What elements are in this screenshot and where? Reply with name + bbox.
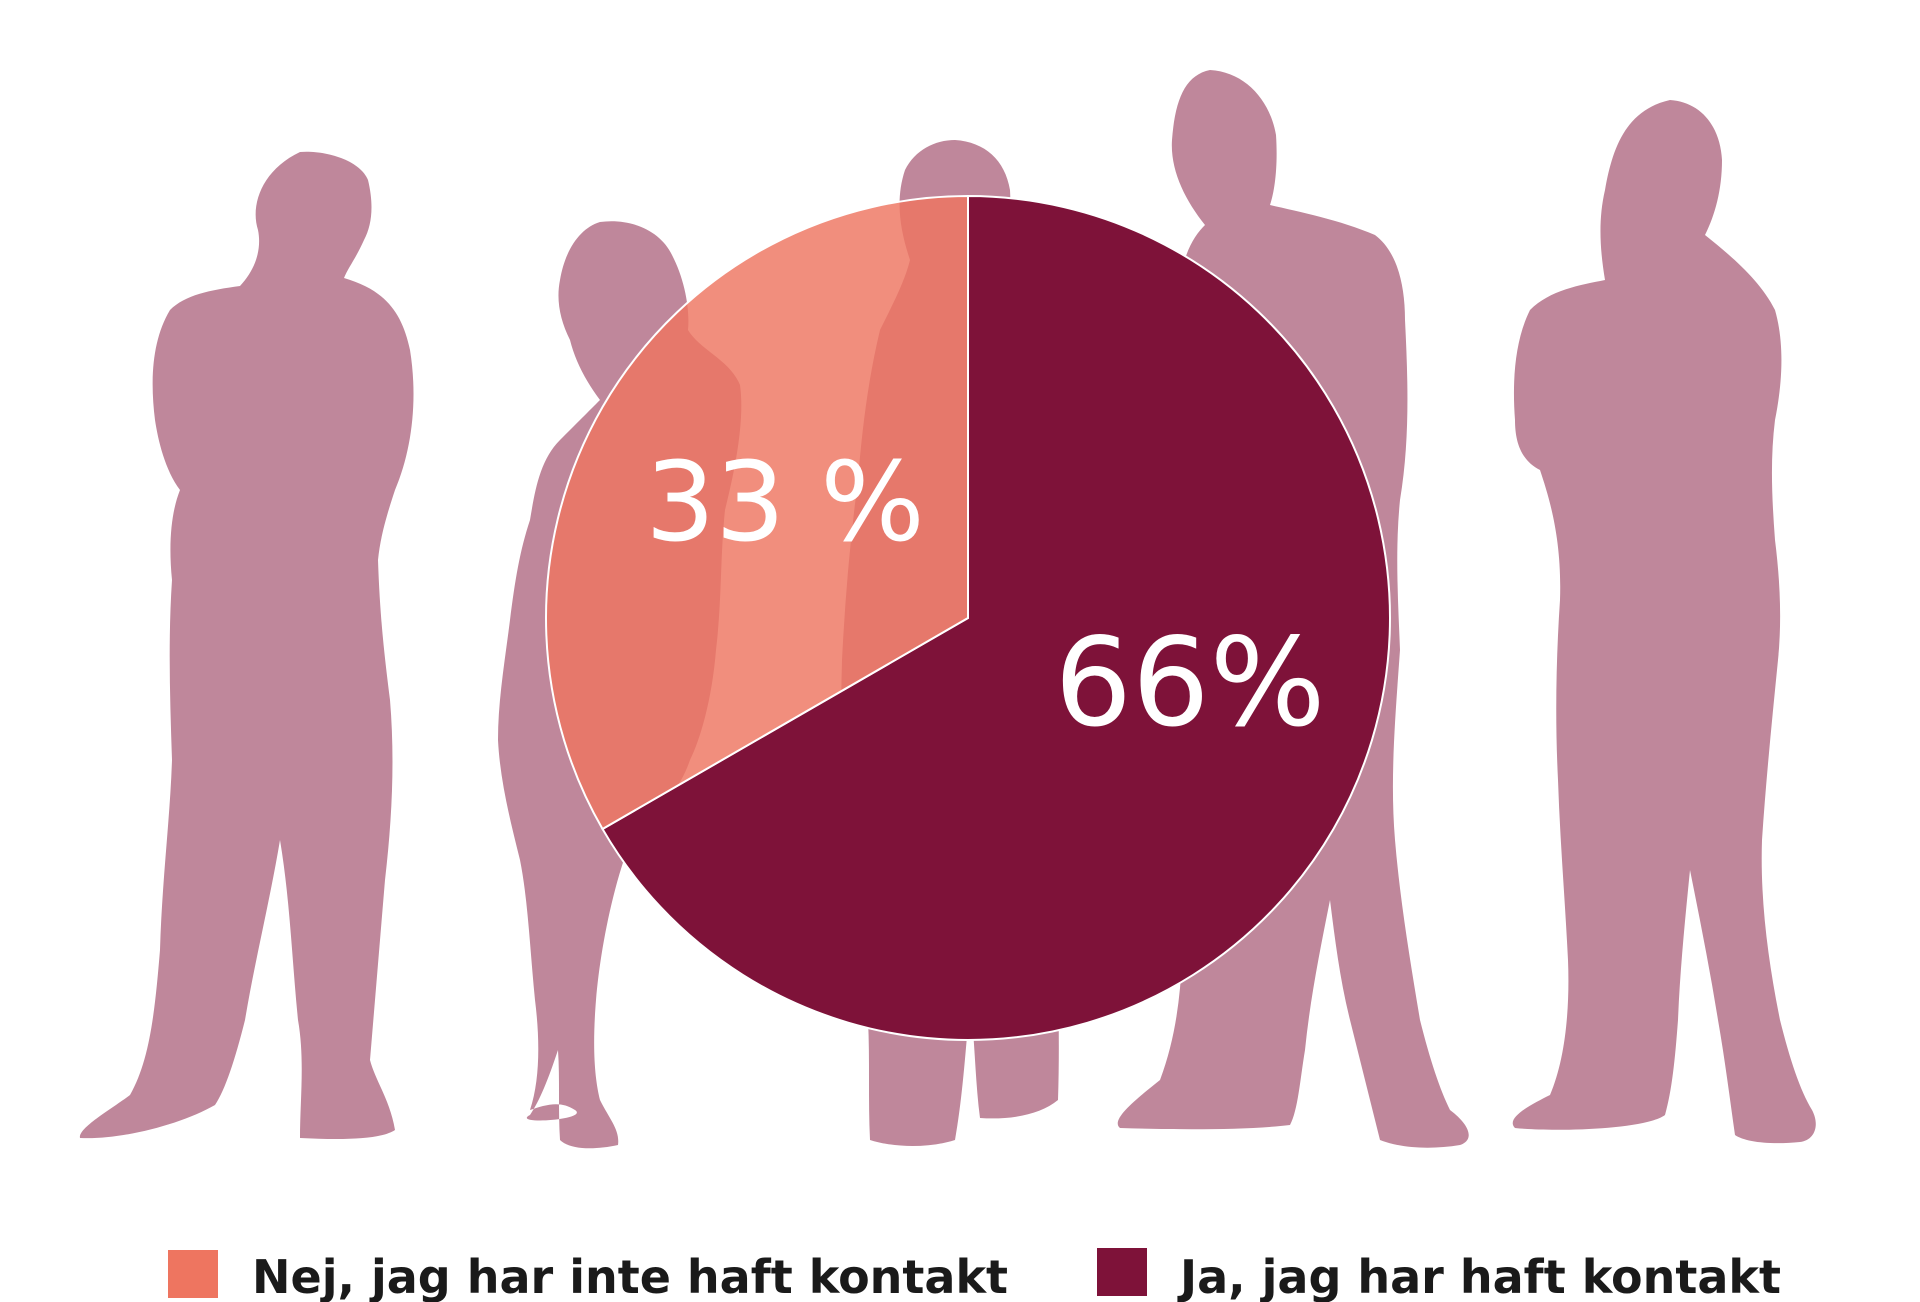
legend-swatch-no xyxy=(168,1250,218,1298)
legend-label-no: Nej, jag har inte haft kontakt xyxy=(252,1250,1008,1302)
person-silhouette-1 xyxy=(79,151,414,1140)
legend-swatch-yes xyxy=(1097,1248,1147,1296)
legend: Nej, jag har inte haft kontakt Ja, jag h… xyxy=(168,1248,1781,1302)
legend-label-yes: Ja, jag har haft kontakt xyxy=(1177,1250,1781,1302)
slice-label-no: 33 % xyxy=(645,438,924,566)
pie-slice-yes xyxy=(601,194,1391,1041)
legend-item-yes: Ja, jag har haft kontakt xyxy=(1097,1248,1781,1302)
pie-chart xyxy=(544,194,1391,1041)
person-silhouette-5 xyxy=(1512,100,1816,1144)
slice-label-yes: 66% xyxy=(1054,612,1325,754)
pie-slice-no xyxy=(544,194,969,831)
legend-item-no: Nej, jag har inte haft kontakt xyxy=(168,1250,1008,1302)
